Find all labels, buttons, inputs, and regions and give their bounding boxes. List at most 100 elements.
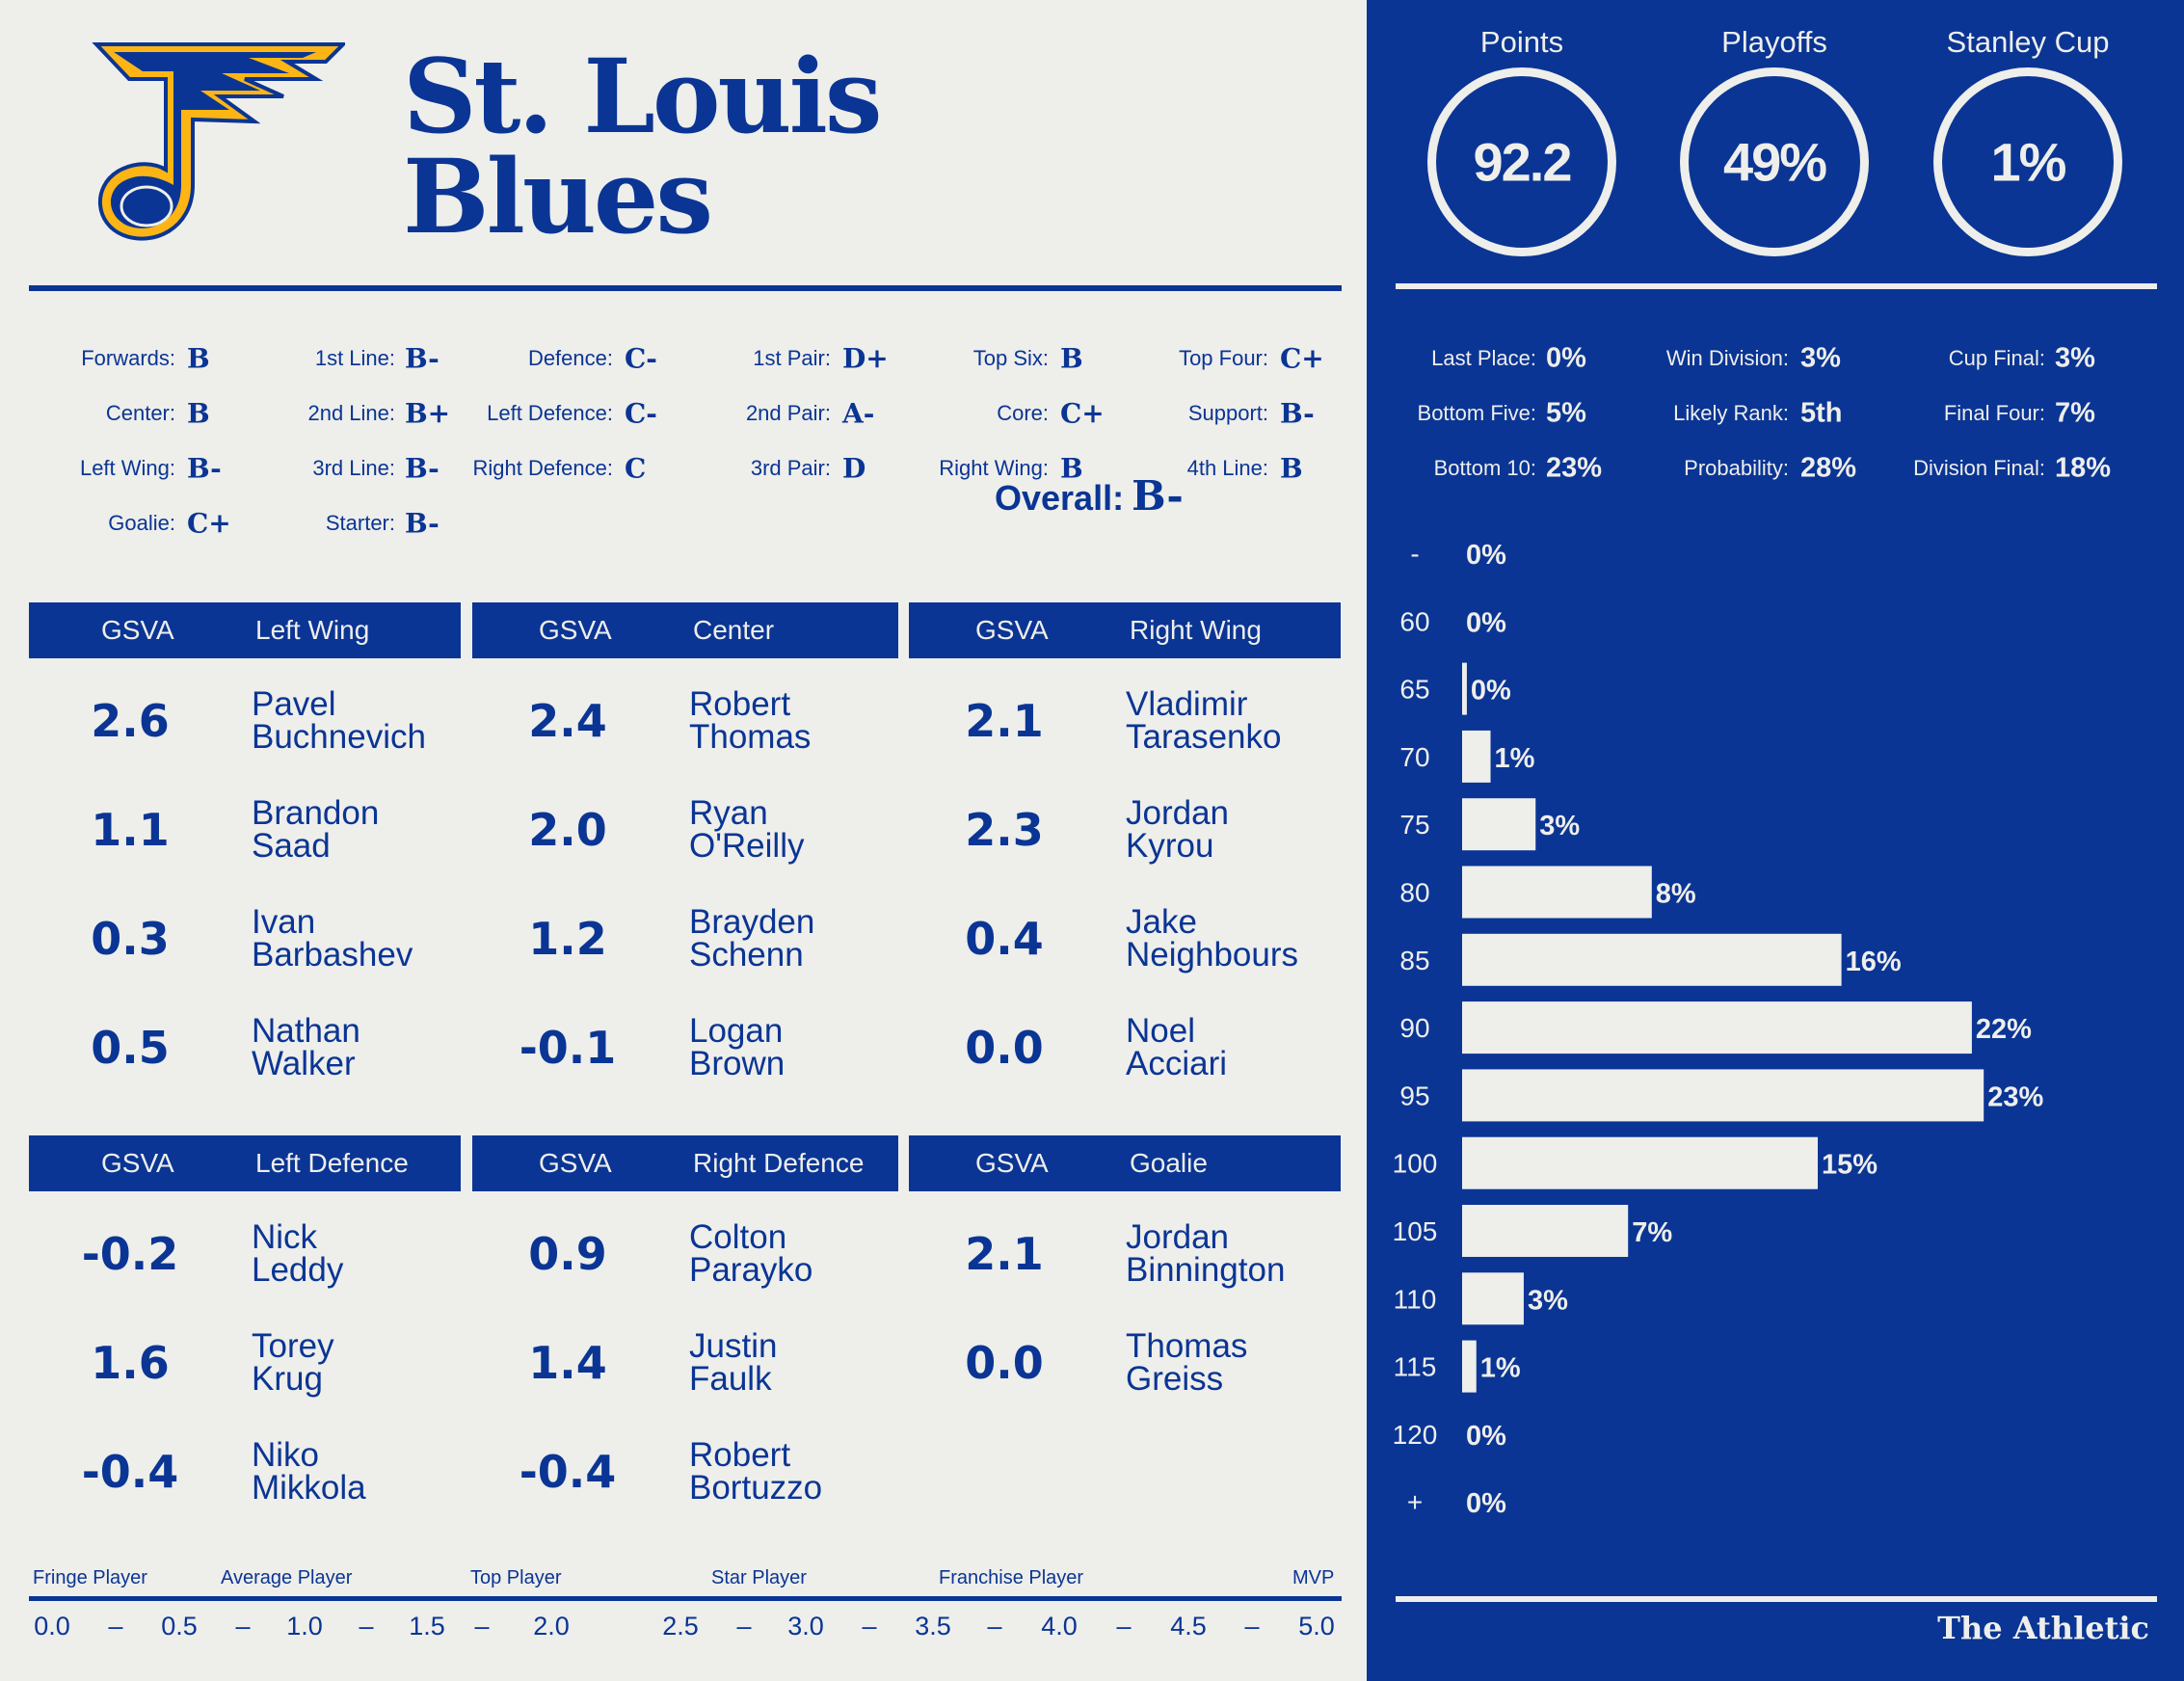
grade-item: Forwards: B	[0, 339, 1367, 378]
grade-label: Right Wing:	[939, 456, 1049, 480]
player-row: 2.3 Jordan Kyrou	[909, 793, 1341, 867]
player-row: 0.4 Jake Neighbours	[909, 902, 1341, 975]
grade-value: B-	[405, 342, 439, 375]
grade-label: Forwards:	[81, 346, 175, 370]
probability-value: 7%	[2055, 397, 2095, 429]
histogram-tick-label: 75	[1399, 810, 1429, 840]
histogram-value-label: 7%	[1632, 1217, 1672, 1248]
player-row: 0.5 Nathan Walker	[29, 1011, 461, 1084]
summary-circle: 1%	[1933, 67, 2122, 256]
player-row: 1.2 Brayden Schenn	[472, 902, 898, 975]
grade-item: 3rd Line: B-	[0, 449, 1367, 488]
grade-value: C+	[1280, 342, 1324, 375]
player-row: -0.4 Niko Mikkola	[29, 1435, 461, 1508]
scale-number: 1.0	[286, 1612, 323, 1641]
player-gsva: 0.0	[965, 1337, 1044, 1389]
player-gsva: -0.4	[81, 1446, 179, 1498]
player-row: 1.6 Torey Krug	[29, 1326, 461, 1400]
grade-label: Goalie:	[108, 511, 175, 535]
grade-item: Right Wing: B	[0, 449, 1367, 488]
header-divider	[29, 285, 1342, 291]
scale-label: Star Player	[711, 1567, 807, 1588]
histogram-value-label: 0%	[1466, 607, 1506, 638]
probability-label: Final Four:	[1943, 401, 2045, 425]
histogram-tick-label: 95	[1399, 1081, 1429, 1110]
scale-number: –	[359, 1612, 374, 1641]
histogram-value-label: 3%	[1528, 1285, 1568, 1316]
histogram-tick-label: 65	[1399, 675, 1429, 705]
player-gsva: 2.0	[528, 804, 607, 856]
probability-value: 0%	[1546, 342, 1586, 374]
player-name: Nick Leddy	[252, 1218, 344, 1289]
gsva-column-header: GSVA	[101, 1148, 174, 1178]
scale-number: –	[1116, 1612, 1132, 1641]
scale-label: Franchise Player	[939, 1567, 1084, 1588]
probability-value: 23%	[1546, 452, 1603, 484]
player-gsva: 0.4	[965, 913, 1044, 965]
histogram-value-label: 3%	[1539, 811, 1580, 841]
scale-number: –	[987, 1612, 1002, 1641]
histogram-value-label: 22%	[1976, 1014, 2032, 1045]
player-row: 2.4 Robert Thomas	[472, 684, 898, 758]
player-row: 1.4 Justin Faulk	[472, 1326, 898, 1400]
summary-divider	[1396, 283, 2157, 289]
grade-item: 4th Line: B	[0, 449, 1367, 488]
grade-label: 2nd Line:	[307, 401, 395, 425]
grade-value: C+	[1060, 397, 1105, 430]
player-row: -0.2 Nick Leddy	[29, 1217, 461, 1291]
player-gsva: -0.1	[519, 1022, 617, 1074]
player-name: Colton Parayko	[689, 1218, 813, 1289]
table-header: GSVA Left Wing	[29, 602, 461, 658]
player-name: Ryan O'Reilly	[689, 794, 805, 865]
grade-value: C-	[625, 397, 657, 430]
grade-item: Center: B	[0, 394, 1367, 433]
player-row: 0.3 Ivan Barbashev	[29, 902, 461, 975]
player-row: 0.0 Noel Acciari	[909, 1011, 1341, 1084]
grade-item: Left Defence: C-	[0, 394, 1367, 433]
player-row: 2.6 Pavel Buchnevich	[29, 684, 461, 758]
summary-value: 1%	[1990, 131, 2067, 193]
scale-number: 0.5	[161, 1612, 198, 1641]
probability-item: Probability: 28%	[1367, 449, 2184, 488]
histogram-value-label: 15%	[1822, 1150, 1878, 1181]
grade-item: Starter: B-	[0, 504, 1367, 543]
grade-item: Right Defence: C	[0, 449, 1367, 488]
summary-circle: 92.2	[1427, 67, 1616, 256]
histogram-bar	[1462, 1001, 1972, 1054]
player-gsva: 1.2	[528, 913, 607, 965]
histogram-bar	[1462, 933, 1842, 986]
probability-value: 3%	[2055, 342, 2095, 374]
histogram-tick-label: 60	[1399, 606, 1429, 636]
player-gsva: 2.1	[965, 695, 1044, 747]
histogram-value-label: 0%	[1466, 540, 1506, 571]
brand-logo: The Athletic	[1937, 1610, 2149, 1646]
grade-label: Support:	[1187, 401, 1268, 425]
histogram-tick-label: 80	[1399, 878, 1429, 908]
grade-label: Top Four:	[1179, 346, 1268, 370]
position-column-header: Goalie	[1130, 1148, 1208, 1178]
gsva-column-header: GSVA	[975, 1148, 1049, 1178]
grade-item: 1st Line: B-	[0, 339, 1367, 378]
scale-number: 1.5	[409, 1612, 445, 1641]
scale-number: 3.5	[915, 1612, 951, 1641]
player-name: Jake Neighbours	[1126, 903, 1298, 974]
probability-value: 5%	[1546, 397, 1586, 429]
histogram-value-label: 23%	[1987, 1081, 2043, 1112]
scale-number: –	[474, 1612, 490, 1641]
grade-value: B-	[405, 507, 439, 540]
player-name: Justin Faulk	[689, 1327, 778, 1398]
probability-label: Bottom Five:	[1417, 401, 1536, 425]
player-name: Thomas Greiss	[1126, 1327, 1248, 1398]
grade-value: C	[625, 452, 647, 485]
histogram-tick-label: 100	[1393, 1149, 1438, 1179]
scale-number: 3.0	[787, 1612, 824, 1641]
summary-value: 49%	[1722, 131, 1827, 193]
summary-label: Playoffs	[1721, 25, 1827, 59]
probability-item: Bottom Five: 5%	[1367, 394, 2184, 433]
histogram-tick-label: 90	[1399, 1013, 1429, 1043]
grade-label: 1st Pair:	[753, 346, 831, 370]
scale-number: 2.5	[662, 1612, 699, 1641]
histogram-bar	[1462, 866, 1652, 919]
points-distribution-chart: - 0% 60 0% 65 0% 70 1% 75 3% 80 8% 85 16% 90 22% 95 23% 10…	[1393, 539, 2044, 1519]
table-header: GSVA Center	[472, 602, 898, 658]
